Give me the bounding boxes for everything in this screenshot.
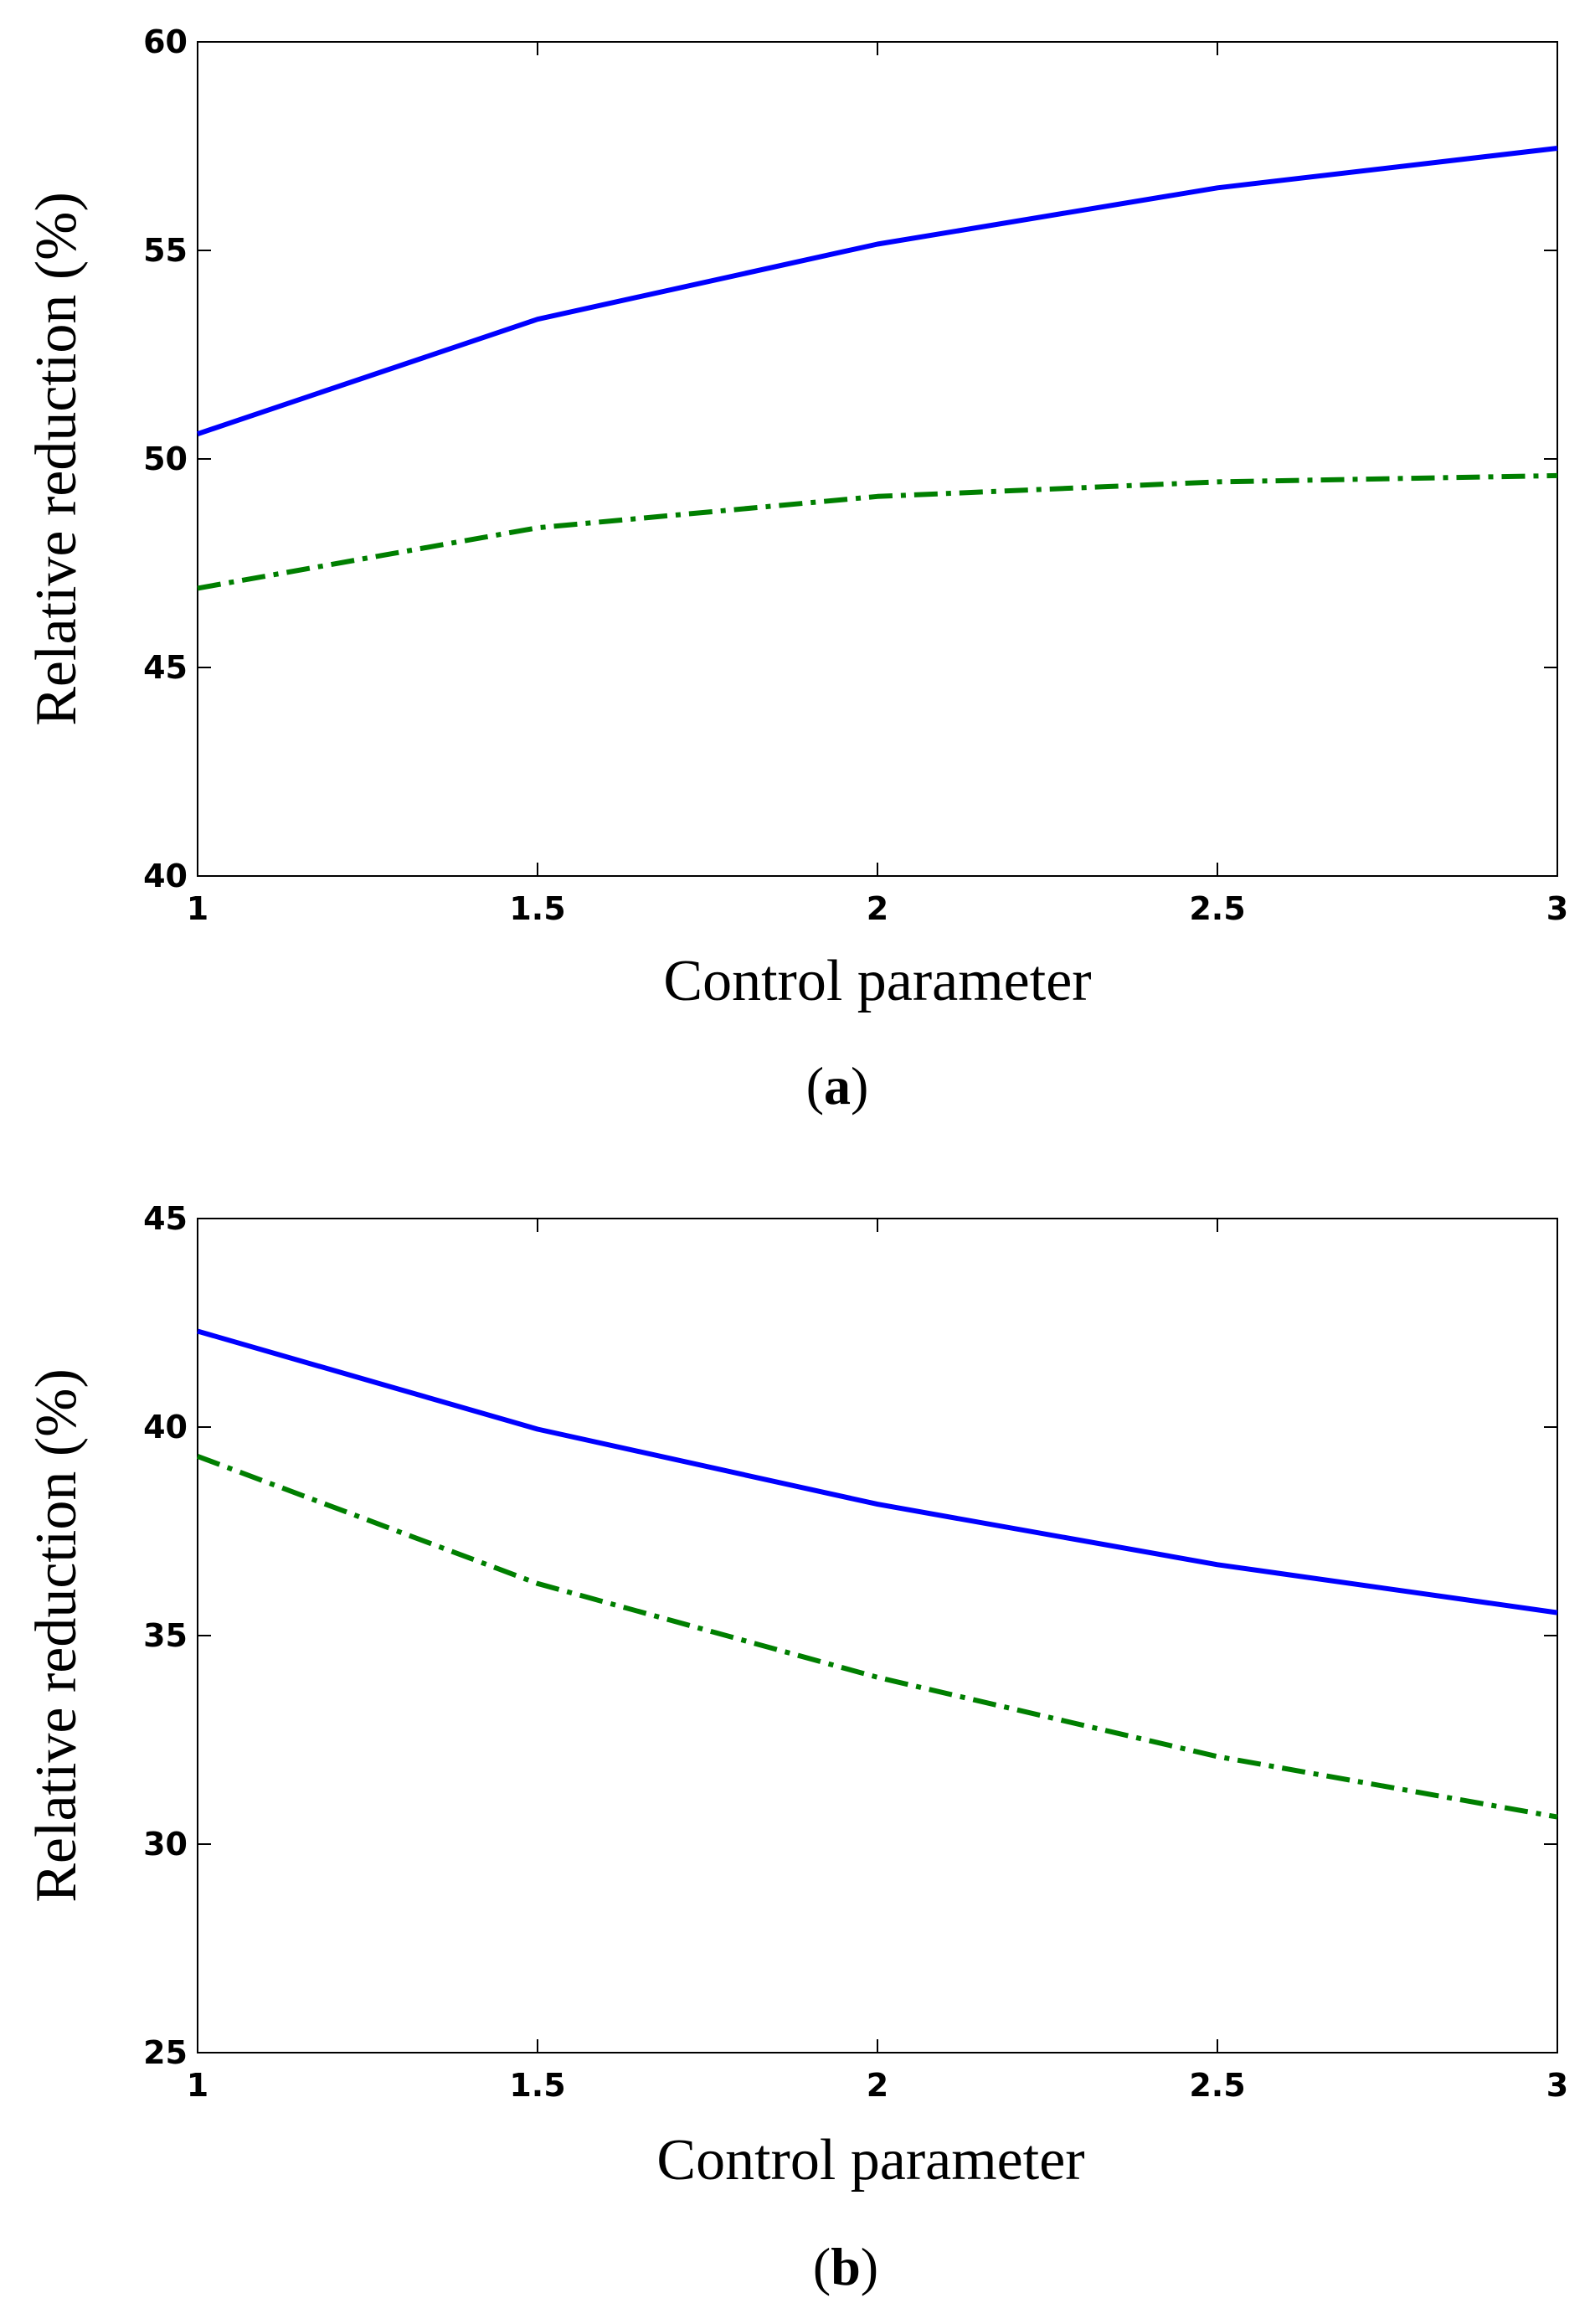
panel-label: (a) (806, 1056, 869, 1116)
x-axis-title: Control parameter (663, 949, 1091, 1013)
series-line-solid (197, 146, 1558, 436)
series-line-dashdot (196, 1454, 1558, 1820)
y-tick-label: 50 (143, 441, 188, 477)
x-tick-label: 2 (867, 890, 888, 927)
plot-area-frame (197, 41, 1558, 877)
y-axis-title: Relative reduction (%) (24, 192, 89, 726)
y-tick-labels: 40 45 50 55 60 (143, 23, 188, 894)
panel-b: 1 1.5 2 2.5 3 25 30 35 40 45 Control parameter R… (24, 1200, 1568, 2296)
x-tick-label: 1.5 (509, 890, 565, 927)
series-line-dashdot (197, 472, 1558, 591)
y-tick-label: 35 (143, 1617, 188, 1654)
y-tick-label: 45 (143, 1200, 188, 1237)
x-tick-label: 2.5 (1189, 2067, 1245, 2104)
y-tick-label: 40 (143, 1409, 188, 1445)
y-axis-title: Relative reduction (%) (24, 1368, 89, 1903)
y-tick-label: 30 (143, 1826, 188, 1863)
x-tick-label: 1 (187, 2067, 208, 2104)
panel-label: (b) (813, 2237, 878, 2296)
series-lines (197, 146, 1558, 591)
y-tick-labels: 25 30 35 40 45 (143, 1200, 188, 2071)
x-tick-labels: 1 1.5 2 2.5 3 (187, 890, 1568, 927)
y-tick-label: 60 (143, 23, 188, 60)
axis-ticks (197, 1218, 1558, 2053)
x-tick-label: 3 (1546, 2067, 1568, 2104)
panel-letter: b (831, 2237, 861, 2296)
x-tick-labels: 1 1.5 2 2.5 3 (187, 2067, 1568, 2104)
x-axis-title: Control parameter (656, 2128, 1084, 2193)
plot-area-frame (197, 1218, 1558, 2053)
panel-a: 1 1.5 2 2.5 3 40 45 50 55 60 Control parameter R… (24, 23, 1568, 1116)
series-line-solid (197, 1328, 1558, 1615)
x-tick-label: 2 (867, 2067, 888, 2104)
panel-letter: a (824, 1056, 851, 1116)
x-tick-label: 2.5 (1189, 890, 1245, 927)
y-tick-label: 45 (143, 649, 188, 686)
y-tick-label: 55 (143, 232, 188, 269)
x-tick-label: 1.5 (509, 2067, 565, 2104)
y-tick-label: 40 (143, 858, 188, 894)
axis-ticks (197, 41, 1558, 877)
series-lines (196, 1328, 1558, 1820)
x-tick-label: 3 (1546, 890, 1568, 927)
y-tick-label: 25 (143, 2034, 188, 2071)
x-tick-label: 1 (187, 890, 208, 927)
